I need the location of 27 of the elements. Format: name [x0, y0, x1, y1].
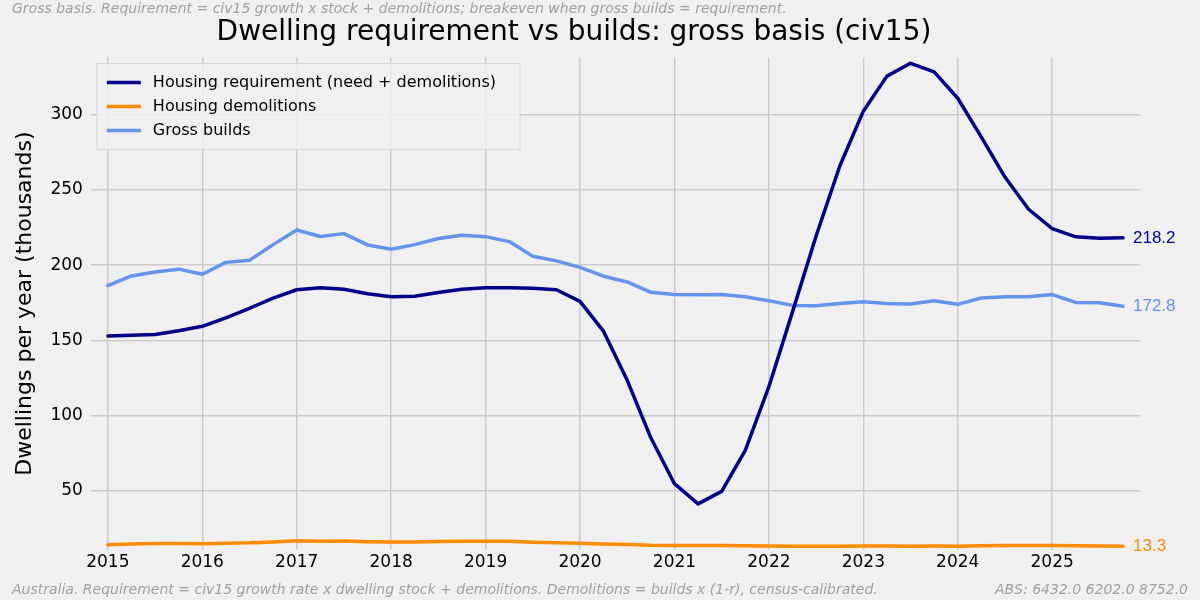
legend-label: Housing demolitions	[152, 95, 317, 115]
text: Australia. Requirement = civ15 growth rate x dwelling stock + demolitions. Demolitions = builds x (1-r), census-calibrated.	[11, 580, 878, 597]
legend-label: Housing requirement (need + demolitions)	[152, 71, 497, 91]
x-tick-label: 2016	[180, 551, 224, 572]
x-tick-label: 2015	[86, 551, 130, 572]
x-tick-label: 2018	[369, 551, 413, 572]
x-tick-label: 2021	[652, 551, 697, 572]
y-axis-title: Dwellings per year (thousands)	[10, 131, 36, 476]
x-tick-label: 2024	[936, 551, 980, 572]
legend-label: Gross builds	[152, 119, 251, 139]
x-tick-label: 2025	[1030, 551, 1074, 572]
y-tick-label: 100	[50, 404, 83, 425]
x-tick-label: 2019	[463, 551, 508, 572]
y-tick-label: 150	[50, 328, 83, 349]
x-tick-label: 2022	[747, 551, 791, 572]
y-tick-label: 300	[50, 103, 83, 124]
x-tick-label: 2023	[841, 551, 885, 572]
y-tick-label: 250	[50, 178, 83, 199]
y-tick-label: 200	[50, 253, 83, 274]
x-tick-label: 2017	[275, 551, 319, 572]
x-tick-label: 2020	[558, 551, 602, 572]
text: Gross basis. Requirement = civ15 growth x stock + demolitions; breakeven when gross builds = requirement.	[12, 0, 787, 16]
y-tick-label: 50	[61, 479, 83, 500]
data-label: 13.3	[1133, 535, 1167, 555]
data-label: 172.8	[1133, 295, 1176, 315]
text: ABS: 6432.0 6202.0 8752.0	[993, 580, 1189, 597]
data-label: 218.2	[1133, 227, 1176, 247]
